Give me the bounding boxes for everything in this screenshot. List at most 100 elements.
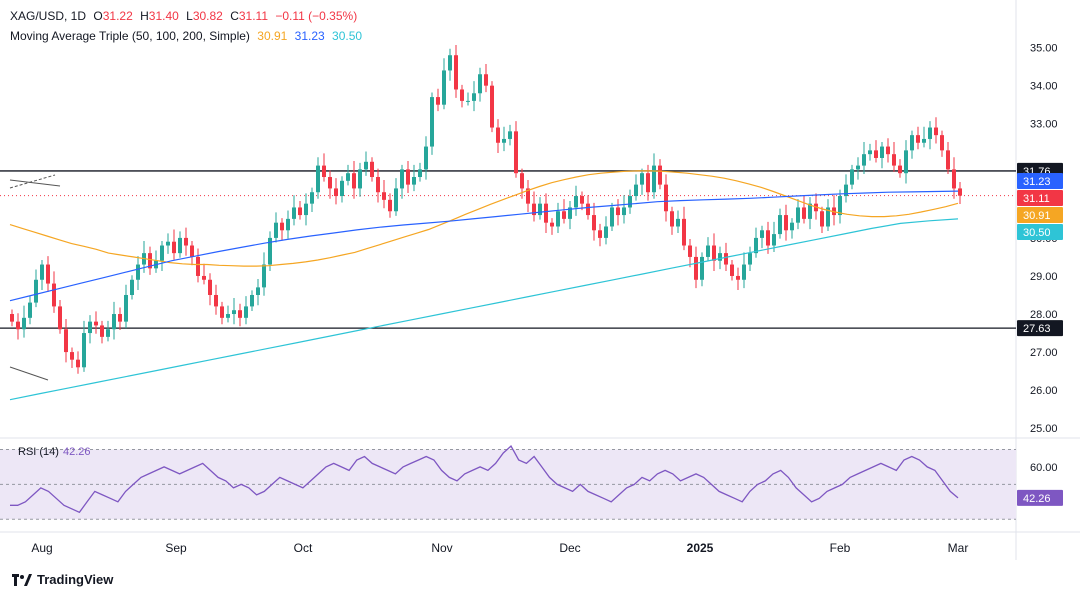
ohlc-header: XAG/USD, 1D O31.22 H31.40 L30.82 C31.11 … (10, 9, 357, 23)
tradingview-icon (12, 573, 32, 586)
candle-body (472, 93, 476, 101)
candle-body (40, 264, 44, 280)
candle-body (334, 188, 338, 197)
trendline-fragment (9, 179, 61, 187)
candle-body (310, 192, 314, 204)
candle-body (430, 97, 434, 147)
price-tick-label: 33.00 (1030, 119, 1058, 131)
candle-body (778, 215, 782, 235)
ma100-value: 31.23 (294, 29, 325, 43)
candles (10, 44, 962, 374)
candle-body (790, 222, 794, 231)
ma-header: Moving Average Triple (50, 100, 200, Sim… (10, 29, 362, 43)
candle-body (550, 222, 554, 227)
candle-body (562, 211, 566, 219)
candle-body (58, 306, 62, 330)
candle-body (952, 169, 956, 189)
horizontal-levels (0, 170, 1016, 381)
candle-body (700, 256, 704, 280)
candle-body (370, 161, 374, 178)
trendline-fragment (9, 174, 56, 189)
candle-body (598, 230, 602, 238)
candle-body (46, 264, 50, 284)
candle-body (724, 253, 728, 265)
candle-body (904, 150, 908, 174)
candle-body (652, 165, 656, 193)
candle-body (322, 165, 326, 178)
candle-body (604, 226, 608, 238)
candle-body (796, 207, 800, 223)
candle-body (196, 256, 200, 276)
candle-body (424, 146, 428, 170)
candle-body (502, 138, 506, 143)
candle-body (160, 245, 164, 261)
candle-body (946, 150, 950, 170)
candle-body (52, 283, 56, 307)
candle-body (358, 169, 362, 189)
candle-body (520, 173, 524, 189)
price-label-box (1017, 207, 1063, 223)
candle-body (616, 207, 620, 216)
close-value: 31.11 (238, 9, 269, 23)
time-tick-label: Dec (559, 541, 580, 555)
open-label: O (93, 9, 103, 23)
candle-body (250, 294, 254, 307)
candle-body (496, 127, 500, 143)
candle-body (64, 329, 68, 353)
open-value: 31.22 (102, 9, 133, 23)
candle-body (454, 55, 458, 90)
candle-body (436, 97, 440, 105)
price-scale: 35.0034.0033.0030.0029.0028.0027.0026.00… (1017, 43, 1063, 435)
candle-body (676, 218, 680, 227)
time-tick-label: Sep (165, 541, 187, 555)
rsi-value-box (1017, 489, 1063, 506)
candle-body (136, 264, 140, 280)
price-tick-label: 26.00 (1030, 385, 1058, 397)
candle-body (874, 150, 878, 158)
candle-body (712, 245, 716, 261)
price-tick-label: 35.00 (1030, 43, 1058, 55)
candle-body (718, 253, 722, 261)
candle-body (844, 184, 848, 197)
tradingview-logo[interactable]: TradingView (12, 572, 113, 587)
candle-body (292, 207, 296, 219)
rsi-title: RSI (14) (18, 446, 59, 458)
candle-body (808, 203, 812, 219)
ma50-line (9, 170, 959, 267)
candle-body (628, 196, 632, 208)
brand-label: TradingView (37, 572, 114, 587)
candle-body (412, 177, 416, 185)
change-value: −0.11 (−0.35%) (275, 9, 358, 23)
time-scale: Aug Sep Oct Nov Dec 2025 Feb Mar (31, 541, 968, 555)
candle-body (538, 203, 542, 216)
candle-body (820, 211, 824, 227)
low-label: L (186, 9, 193, 23)
candle-body (460, 89, 464, 101)
candle-body (112, 314, 116, 330)
candle-body (34, 279, 38, 303)
candle-body (364, 161, 368, 170)
price-label-text: 30.91 (1023, 210, 1051, 222)
time-tick-label: Mar (948, 541, 969, 555)
candle-body (100, 325, 104, 337)
candle-body (298, 207, 302, 216)
candle-body (772, 234, 776, 246)
candle-body (754, 237, 758, 254)
candle-body (340, 180, 344, 197)
ma100-line (9, 190, 959, 302)
candle-body (490, 85, 494, 128)
candle-body (118, 314, 122, 322)
price-label-text: 31.23 (1023, 176, 1051, 188)
candle-body (316, 165, 320, 193)
rsi-current: 42.26 (62, 446, 91, 458)
candle-body (16, 321, 20, 330)
candle-body (220, 306, 224, 318)
time-tick-label: Aug (31, 541, 52, 555)
candle-body (892, 154, 896, 166)
candle-body (202, 275, 206, 280)
candle-body (376, 177, 380, 193)
price-tick-label: 27.00 (1030, 347, 1058, 359)
candle-body (862, 154, 866, 166)
candle-body (688, 245, 692, 257)
